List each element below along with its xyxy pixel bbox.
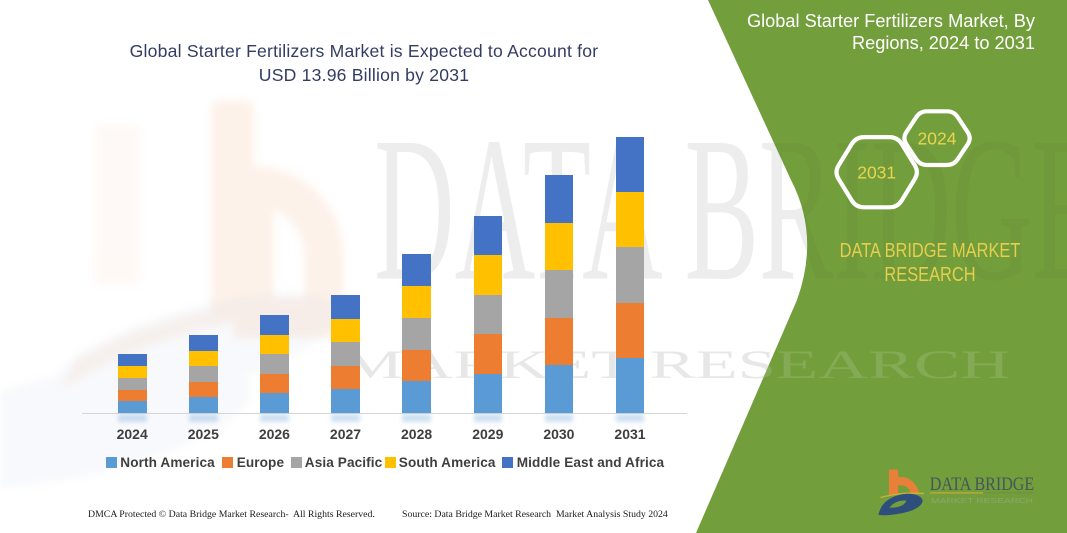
svg-text:MARKET RESEARCH: MARKET RESEARCH — [931, 498, 1033, 505]
svg-text:DATA BRIDGE: DATA BRIDGE — [930, 474, 1034, 495]
svg-text:2031: 2031 — [857, 162, 896, 182]
svg-text:2024: 2024 — [918, 128, 957, 148]
svg-text:MARKET RESEARCH: MARKET RESEARCH — [342, 342, 1010, 387]
